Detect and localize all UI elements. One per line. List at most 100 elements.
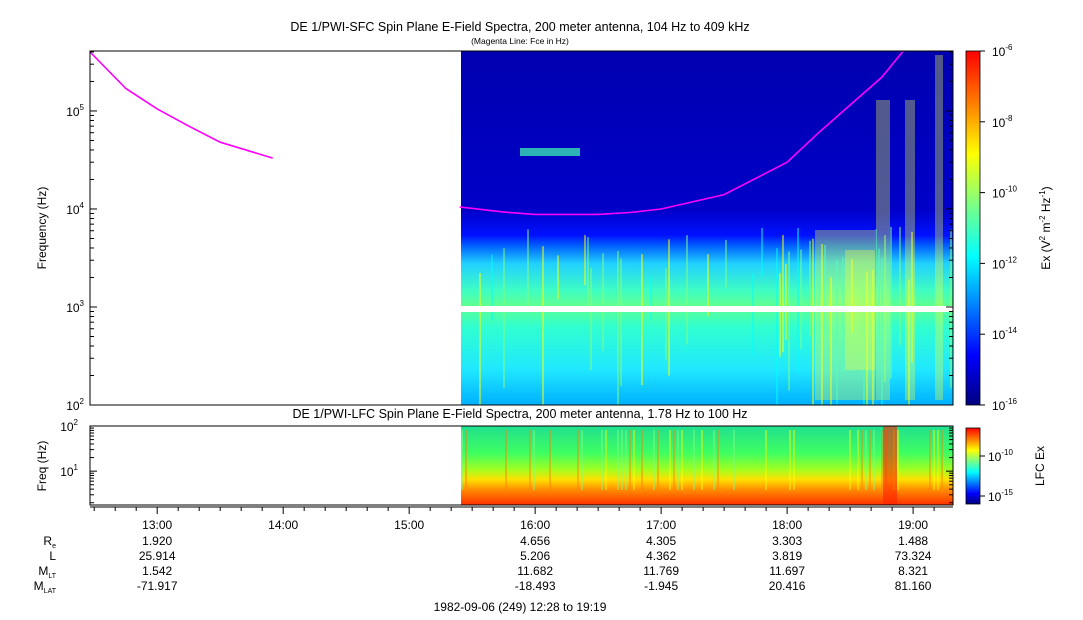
bottom-colorbar-label: LFC Ex [1033, 446, 1047, 486]
time-tick-label: 14:00 [268, 518, 298, 532]
spectrogram-column [707, 254, 709, 317]
spectrogram-column [821, 243, 823, 405]
top-panel-title: DE 1/PWI-SFC Spin Plane E-Field Spectra,… [290, 20, 749, 34]
ephemeris-value: 11.682 [517, 564, 553, 578]
spectrogram-column [830, 277, 832, 405]
spectrogram-column [617, 430, 619, 490]
top-spectrogram-columns [479, 55, 952, 405]
bottom-plot-frame [89, 425, 954, 506]
spectrogram-column [842, 257, 844, 372]
spectrogram-burst [905, 100, 915, 400]
spectrogram-column [890, 226, 892, 379]
time-tick-label: 16:00 [520, 518, 550, 532]
ephemeris-value: -18.493 [515, 579, 556, 593]
ephemeris-value: 11.769 [643, 564, 679, 578]
spectrogram-column [812, 238, 814, 405]
bottom-spectrogram-background [461, 426, 953, 505]
top-colorbar-tick-label: 10-10 [992, 185, 1017, 201]
spectrogram-column [503, 248, 505, 388]
spectrogram-column [878, 248, 880, 353]
frequency-gap-band [461, 306, 953, 312]
spectrogram-column [693, 430, 695, 490]
ephemeris-value: 1.488 [898, 534, 928, 548]
spectrogram-column [875, 229, 877, 273]
spectrogram-column [549, 430, 551, 490]
top-colorbar-label: Ex (V2 m-2 Hz-1) [1038, 186, 1053, 269]
spectrogram-column [533, 430, 535, 490]
spectrogram-column [577, 430, 579, 490]
time-tick-label: 19:00 [898, 518, 928, 532]
ephemeris-value: 4.656 [520, 534, 550, 548]
spectrogram-burst [815, 230, 875, 400]
spectrogram-column [752, 273, 754, 355]
ephemeris-value: -1.945 [644, 579, 678, 593]
top-y-axis-label: Frequency (Hz) [35, 187, 49, 270]
ephemeris-row-label: Re [43, 534, 56, 550]
top-colorbar [965, 50, 981, 406]
spectrogram-column [809, 240, 811, 336]
ephemeris-value: 5.206 [520, 549, 550, 563]
ephemeris-value: 25.914 [139, 549, 176, 563]
spectrogram-column [665, 268, 667, 360]
time-tick-label: 15:00 [394, 518, 424, 532]
spectrogram-column [620, 258, 622, 386]
spectrogram-column [899, 227, 901, 346]
bottom-y-tick-label: 101 [60, 463, 78, 479]
top-y-tick-label: 102 [66, 397, 84, 413]
spectrogram-column [733, 430, 735, 490]
spectrogram-column [673, 430, 675, 490]
bottom-spectrogram [461, 426, 953, 505]
spectrogram-column [465, 430, 467, 490]
spectrogram-column [933, 430, 935, 490]
spectrogram-column [779, 273, 781, 357]
spectrogram-column [793, 430, 795, 490]
spectrogram-column [800, 249, 802, 350]
ephemeris-table: Re 1.920 4.656 4.305 3.303 1.488 L 25.914 5.206 4… [34, 534, 932, 595]
spectrogram-column [897, 430, 899, 490]
ephemeris-value: 1.920 [142, 534, 172, 548]
spectrogram-column [621, 430, 623, 490]
spectrogram-column [797, 228, 799, 374]
spectrogram-column [941, 430, 943, 490]
top-colorbar-tick-label: 10-8 [992, 114, 1013, 130]
spectrogram-column [581, 430, 583, 490]
spectrogram-column [625, 430, 627, 490]
spectrogram-column [650, 276, 652, 320]
spectrogram-column [849, 430, 851, 490]
spectrogram-column [863, 274, 865, 405]
spectrogram-column [789, 430, 791, 490]
spectrogram-column [713, 430, 715, 490]
spectrogram-column [788, 251, 790, 391]
spectrogram-column [881, 257, 883, 405]
spectrogram-column [529, 430, 531, 490]
spectrogram-column [881, 430, 883, 490]
spectrogram-column [491, 254, 493, 320]
ephemeris-value: 4.362 [646, 549, 676, 563]
spectrogram-column [557, 255, 559, 300]
ephemeris-value: 3.819 [772, 549, 802, 563]
spectrogram-column [641, 430, 643, 490]
top-colorbar-tick-label: 10-16 [992, 397, 1017, 413]
spectrogram-column [869, 430, 871, 490]
spectrogram-column [782, 234, 784, 353]
ephemeris-row-label: L [49, 549, 56, 563]
ephemeris-value: -71.917 [137, 579, 178, 593]
spectrogram-column [629, 430, 631, 490]
top-spectrogram [461, 51, 953, 405]
bottom-spectrogram-columns [461, 426, 943, 505]
spectrogram-column [461, 430, 463, 490]
spectrogram-column [601, 430, 603, 490]
spectrogram-column [605, 430, 607, 490]
spectrogram-column [873, 430, 875, 490]
spectrogram-column [929, 430, 931, 490]
spectrogram-column [633, 430, 635, 490]
top-y-tick-label: 103 [66, 299, 84, 315]
spectrogram-column [908, 279, 910, 405]
time-tick-label: 17:00 [646, 518, 676, 532]
fce-line-segment [459, 51, 904, 216]
ephemeris-value: 81.160 [895, 579, 932, 593]
footer-time-range: 1982-09-06 (249) 12:28 to 19:19 [434, 600, 607, 614]
spectrogram-column [824, 244, 826, 332]
time-tick-label: 18:00 [772, 518, 802, 532]
spectrogram-column [641, 254, 643, 386]
